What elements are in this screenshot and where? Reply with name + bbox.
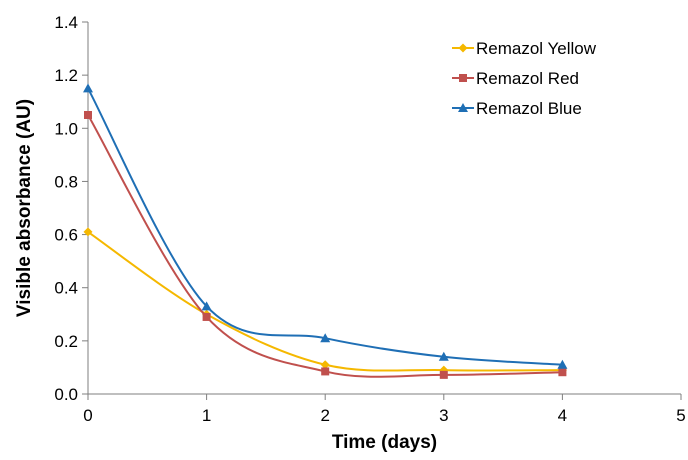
x-axis-title: Time (days) [332,432,437,453]
x-tick-label: 0 [83,406,92,425]
y-tick-label: 0.8 [54,172,78,191]
y-axis-ticks: 0.0 0.2 0.4 0.6 0.8 1.0 1.2 1.4 [54,13,88,404]
data-point [557,359,568,369]
data-point [201,301,212,311]
legend-item-remazol-blue: Remazol Blue [452,99,582,118]
data-point [439,370,448,379]
y-tick-label: 0.2 [54,332,78,351]
legend-marker [458,103,468,112]
x-tick-label: 4 [558,406,567,425]
y-tick-label: 0.0 [54,385,78,404]
plot-area: 0.0 0.2 0.4 0.6 0.8 1.0 1.2 1.4 0 1 2 3 4 5 [54,13,685,425]
series-line-remazol-blue [87,87,563,366]
legend: Remazol Yellow Remazol Red Remazol Blue [452,39,597,118]
data-point [84,111,92,119]
legend-label: Remazol Blue [476,99,582,118]
legend-label: Remazol Yellow [476,39,597,58]
y-tick-label: 1.0 [54,119,78,138]
series-remazol-blue [83,83,568,369]
data-point [321,367,330,376]
x-axis-ticks: 0 1 2 3 4 5 [83,394,686,425]
series-remazol-red [84,111,567,379]
y-tick-label: 0.4 [54,279,78,298]
series-line-remazol-red [87,114,563,378]
data-point [83,83,93,93]
series-remazol-yellow [83,227,567,375]
x-tick-label: 5 [676,406,685,425]
data-point [438,351,449,361]
data-point [320,360,330,370]
data-point [320,333,331,343]
data-point [558,368,567,377]
x-tick-label: 1 [202,406,211,425]
data-point [83,227,93,237]
legend-marker [458,43,468,53]
legend-item-remazol-red: Remazol Red [452,69,579,88]
y-tick-label: 1.2 [54,66,78,85]
y-tick-label: 0.6 [54,226,78,245]
series-line-remazol-yellow [87,231,563,372]
x-tick-label: 2 [320,406,329,425]
legend-label: Remazol Red [476,69,579,88]
legend-marker [459,74,467,82]
y-axis-title: Visible absorbance (AU) [14,99,35,317]
y-tick-label: 1.4 [54,13,78,32]
legend-item-remazol-yellow: Remazol Yellow [452,39,597,58]
series-group [83,83,568,379]
data-point [202,312,211,321]
x-tick-label: 3 [439,406,448,425]
